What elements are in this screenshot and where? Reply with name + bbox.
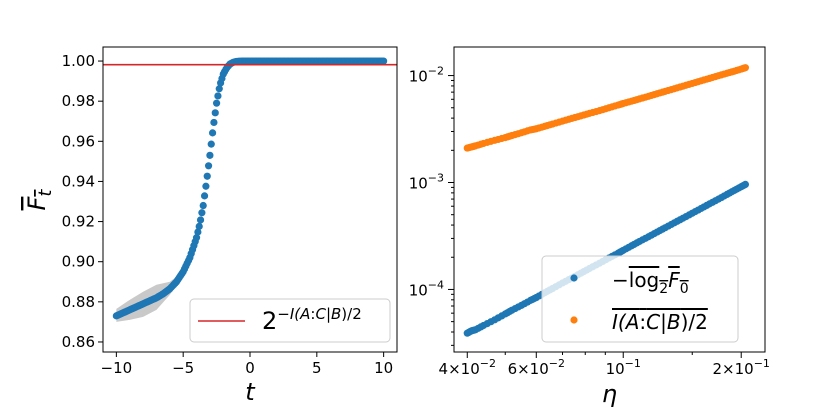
y-tick-label: 0.90: [62, 253, 95, 271]
data-point: [214, 92, 222, 100]
legend-box: [541, 255, 739, 343]
y-tick-label: 0.88: [62, 293, 95, 311]
legend-marker-orange: [570, 316, 578, 324]
x-tick-label: 5: [312, 359, 322, 377]
y-tick-label: 10−4: [409, 278, 444, 299]
y-tick-label: 0.86: [62, 333, 95, 351]
plot-frame: [453, 46, 766, 353]
x-tick-mantissa: 10: [606, 360, 625, 378]
data-point: [204, 162, 213, 170]
legend1-minus: −: [612, 268, 629, 292]
data-point: [215, 85, 223, 93]
y-tick-label: 10−3: [409, 172, 444, 193]
legend: −log2F0 I(A:C|B)/2: [541, 255, 739, 343]
legend-exp-minus: −: [277, 305, 290, 323]
y-tick-label: 1.00: [62, 52, 95, 70]
x-tick-exp: −2: [549, 357, 565, 370]
data-point: [741, 180, 750, 189]
y-tick-exp: −4: [428, 278, 444, 291]
data-point: [199, 201, 207, 210]
legend1-sub0: 0: [680, 281, 689, 297]
legend2-tail: )/2: [681, 310, 708, 334]
legend-exp-cb: C|B: [315, 305, 341, 323]
data-point: [380, 57, 388, 65]
data-point: [200, 192, 209, 200]
legend-label-neglog: −log2F0: [612, 268, 689, 297]
legend2-i: I(A: [612, 310, 639, 334]
legend-exp-tail: )/2: [341, 305, 361, 323]
x-tick-mantissa: 6×10: [508, 360, 549, 378]
x-tick-label: 10: [374, 359, 393, 377]
right-panel: 10−410−310−24×10−2 6×10−2 10−1 2×10−1η−log2…: [409, 46, 770, 408]
legend1-f: F: [668, 268, 680, 292]
data-point: [192, 234, 201, 242]
x-tick-mantissa: 4×10: [439, 360, 480, 378]
x-tick-exp: −1: [625, 357, 641, 370]
y-tick-mantissa: 10: [409, 281, 428, 299]
data-point: [212, 99, 221, 107]
x-tick-label: 0: [245, 359, 255, 377]
legend2-cb: C|B: [646, 310, 680, 334]
y-tick-label: 0.96: [62, 132, 95, 150]
left-panel: −10 −5 0 5 10 0.86 0.88 0.90 0.92 0.94 0.96 0.98 1.0…: [23, 46, 398, 406]
legend1-log: log: [629, 268, 660, 292]
legend-label-mutual-info: I(A:C|B)/2: [612, 310, 708, 334]
legend2-colon: :: [639, 310, 646, 334]
x-axis-label: η: [602, 380, 617, 408]
x-tick-label: 10−1: [606, 357, 641, 378]
y-label-main: F: [23, 195, 51, 210]
data-point: [194, 228, 202, 236]
data-point: [202, 182, 210, 190]
legend-label-hline: 2−I(A:C|B)/2: [262, 305, 362, 335]
data-point: [195, 222, 203, 230]
x-tick-label: 6×10−2: [508, 357, 565, 378]
x-axis-label: t: [245, 378, 256, 406]
x-tick-label: −5: [172, 359, 194, 377]
legend-box: [189, 298, 391, 343]
data-point: [206, 151, 214, 159]
data-point: [198, 209, 206, 217]
data-point: [208, 129, 217, 137]
data-point: [203, 172, 211, 180]
y-label-sub: t: [35, 189, 56, 197]
y-axis-label: Ft: [23, 189, 56, 211]
y-tick-mantissa: 10: [409, 68, 428, 86]
x-tick-mantissa: 2×10: [713, 360, 754, 378]
legend: 2−I(A:C|B)/2: [189, 298, 391, 343]
legend-exp-i: I(A: [290, 305, 311, 323]
legend-exp-colon: :: [310, 305, 315, 323]
legend-base: 2: [262, 307, 277, 335]
data-point: [741, 64, 750, 72]
x-tick-label: 2×10−1: [713, 357, 770, 378]
y-tick-exp: −3: [428, 172, 444, 185]
y-tick-label: 0.98: [62, 92, 95, 110]
x-tick-label: 4×10−2: [439, 357, 496, 378]
y-tick-mantissa: 10: [409, 175, 428, 193]
legend-marker-blue: [570, 274, 578, 282]
data-point: [207, 140, 215, 148]
x-tick-label: −10: [101, 359, 133, 377]
data-point: [196, 216, 205, 224]
y-tick-label: 0.94: [62, 172, 95, 190]
x-tick-exp: −2: [480, 357, 496, 370]
legend1-sub2: 2: [659, 281, 668, 297]
y-tick-label: 10−2: [409, 65, 444, 86]
data-point: [211, 109, 219, 117]
y-tick-label: 0.92: [62, 213, 95, 231]
x-tick-exp: −1: [754, 357, 770, 370]
data-point: [210, 118, 218, 127]
y-tick-exp: −2: [428, 65, 444, 78]
